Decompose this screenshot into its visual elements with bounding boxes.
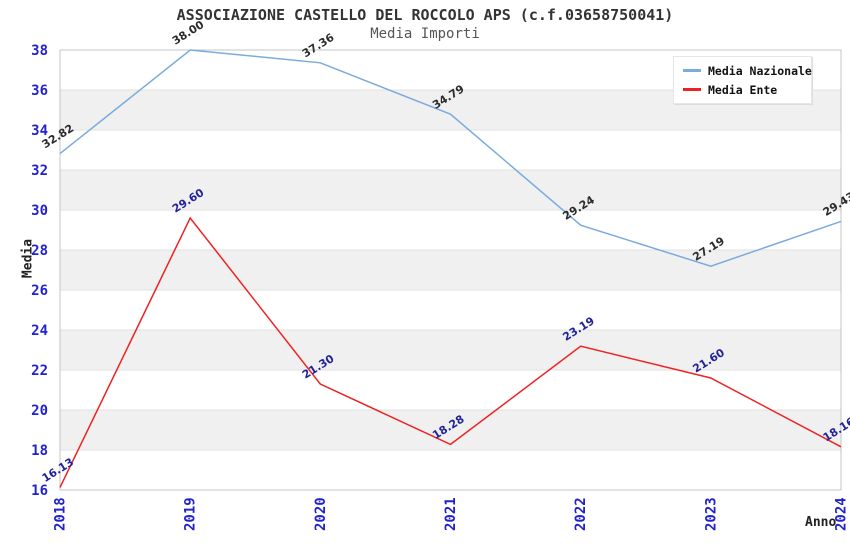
- legend-line-swatch-blue: [683, 69, 701, 72]
- y-tick-label: 20: [31, 403, 48, 419]
- value-label: 16.13: [40, 455, 76, 484]
- y-tick-label: 38: [31, 43, 48, 59]
- grid-band: [60, 330, 841, 370]
- y-tick-label: 34: [31, 123, 48, 139]
- y-tick-label: 26: [31, 283, 48, 299]
- x-tick-label: 2018: [53, 497, 69, 531]
- series-line-media-nazionale: [59, 49, 842, 267]
- x-tick-label: 2022: [573, 497, 589, 531]
- series-line-media-ente: [59, 216, 842, 488]
- x-tick-label: 2023: [703, 497, 719, 531]
- y-tick-label: 16: [31, 483, 48, 499]
- legend: Media Nazionale Media Ente: [673, 56, 812, 104]
- x-tick-label: 2019: [183, 497, 199, 531]
- y-tick-label: 28: [31, 243, 48, 259]
- x-tick-label: 2020: [313, 497, 329, 531]
- x-tick-label: 2021: [443, 497, 459, 531]
- y-axis-title: Media: [20, 238, 36, 279]
- y-tick-label: 36: [31, 83, 48, 99]
- y-tick-label: 18: [31, 443, 48, 459]
- y-tick-label: 24: [31, 323, 48, 339]
- y-tick-label: 32: [31, 163, 48, 179]
- legend-line-swatch-red: [683, 88, 701, 91]
- legend-item-media-nazionale: Media Nazionale: [683, 61, 812, 80]
- y-tick-label: 22: [31, 363, 48, 379]
- plot-border: [59, 49, 842, 491]
- y-tick-label: 30: [31, 203, 48, 219]
- legend-item-media-ente: Media Ente: [683, 80, 811, 99]
- chart-subtitle: Media Importi: [370, 26, 480, 42]
- grid-band: [60, 250, 841, 290]
- grid-band: [60, 170, 841, 210]
- legend-label: Media Nazionale: [708, 63, 812, 78]
- x-axis-title: Anno: [805, 515, 837, 530]
- x-tick-label: 2024: [834, 497, 850, 531]
- legend-label: Media Ente: [708, 82, 778, 97]
- grid-band: [60, 410, 841, 450]
- chart-title: ASSOCIAZIONE CASTELLO DEL ROCCOLO APS (c…: [176, 6, 674, 24]
